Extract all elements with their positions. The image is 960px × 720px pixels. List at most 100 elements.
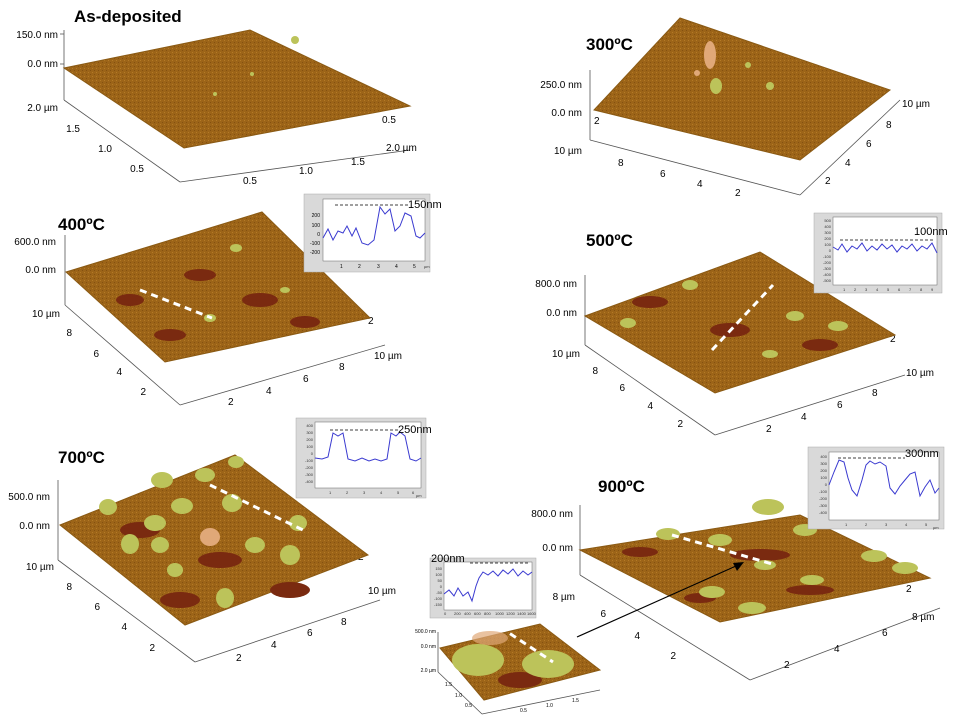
grain [800, 575, 824, 585]
panel-title: 300ºC [586, 35, 633, 54]
inset-x-tick: 2 [865, 522, 868, 527]
y-tick: 2 [149, 643, 155, 654]
inset-x-tick: 4 [905, 522, 908, 527]
inset-x-tick: 2 [854, 287, 857, 292]
inset-x-tick: 1 [845, 522, 848, 527]
grain [216, 588, 234, 608]
x-tick: 2.0 µm [386, 143, 417, 154]
dark-patch [802, 339, 838, 351]
grain [682, 280, 698, 290]
panel-as-deposited: As-deposited 150.0 nm 0.0 nm 2.0 µm 1.5 … [16, 7, 416, 187]
height-label: 150nm [408, 199, 442, 211]
dark-patch [198, 552, 242, 568]
profile-trace [322, 205, 426, 246]
inset-y-tick: 0 [311, 451, 314, 456]
inset-plot-area [322, 198, 426, 262]
grain [291, 36, 299, 44]
right-tick: 2 [368, 316, 374, 327]
x-tick: 6 [303, 374, 309, 385]
grain [144, 515, 166, 531]
x-tick: 4 [266, 386, 272, 397]
y-tick: 2 [735, 188, 741, 199]
height-label: 100nm [914, 226, 948, 238]
inset-y-tick: 200 [824, 236, 831, 241]
panel-title: As-deposited [74, 7, 182, 26]
y-tick: 2 [594, 116, 600, 127]
dark-patch [730, 549, 790, 561]
y-tick: 6 [94, 602, 100, 613]
zoom-profile-inset: 200nm 150 100 50 0 -50 -100 -150 0 200 4… [429, 553, 537, 619]
axes [60, 30, 411, 183]
inset-y-tick: 0 [829, 248, 832, 253]
inset-y-tick: 200 [820, 468, 827, 473]
inset-y-tick: 150 [435, 566, 442, 571]
y-tick: 4 [647, 401, 653, 412]
profile-trace [828, 459, 940, 498]
inset-x-tick: 400 [464, 611, 471, 616]
y-tick: 2 [677, 419, 683, 430]
z-tick: 800.0 nm [531, 509, 573, 520]
inset-y-tick: -400 [823, 272, 832, 277]
grain [200, 528, 220, 546]
panel-700c: 700ºC 500.0 nm 0.0 nm 10 µm 8 6 4 2 2 4 … [8, 417, 432, 664]
x-tick: 0.5 [243, 176, 257, 187]
inset-y-tick: -50 [436, 590, 443, 595]
inset-y-tick: -100 [819, 489, 828, 494]
grain [151, 537, 169, 553]
inset-y-tick: 100 [312, 223, 321, 229]
panel-400c: 400ºC 600.0 nm 0.0 nm 10 µm 8 6 4 2 2 4 … [14, 193, 442, 408]
inset-y-tick: 100 [824, 242, 831, 247]
grain [151, 472, 173, 488]
z-tick: 0.0 nm [25, 265, 56, 276]
x-tick: 8 [341, 617, 347, 628]
inset-y-tick: 100 [820, 475, 827, 480]
profile-inset: 300nm 400 300 200 100 0 -100 -200 -300 -… [807, 446, 945, 530]
y-tick: 1.0 [455, 693, 462, 699]
inset-plot-area [832, 216, 938, 286]
y-tick: 10 µm [552, 349, 580, 360]
zoom-arrow [576, 562, 744, 638]
inset-y-tick: -200 [819, 496, 828, 501]
inset-x-tick: 4 [395, 264, 398, 270]
panel-300c: 300ºC 250.0 nm 0.0 nm 2 10 µm 8 6 4 2 10… [540, 17, 930, 199]
inset-x-unit: µm [416, 493, 422, 498]
y-tick: 0.5 [465, 703, 472, 709]
grain [228, 456, 244, 468]
grain [171, 498, 193, 514]
height-label: 300nm [905, 448, 939, 460]
profile-line [139, 288, 213, 320]
inset-y-tick: -100 [434, 596, 443, 601]
inset-x-tick: 8 [920, 287, 923, 292]
profile-line [499, 625, 554, 664]
grain [708, 534, 732, 546]
x-tick: 1.5 [351, 157, 365, 168]
y-tick: 4 [116, 367, 122, 378]
inset-y-tick: 50 [438, 578, 443, 583]
y-tick: 8 [618, 158, 624, 169]
grain [452, 644, 504, 676]
inset-y-tick: -100 [305, 458, 314, 463]
y-tick: 2.0 µm [421, 668, 436, 674]
y-tick: 10 µm [26, 562, 54, 573]
y-tick: 8 µm [553, 592, 575, 603]
grain [280, 287, 290, 293]
inset-x-tick: 3 [865, 287, 868, 292]
inset-y-tick: 400 [306, 423, 313, 428]
inset-x-tick: 5 [887, 287, 890, 292]
inset-x-tick: 0 [444, 611, 447, 616]
grain-core [472, 631, 508, 645]
z-tick: 500.0 nm [8, 492, 50, 503]
y-tick: 8 [592, 366, 598, 377]
afm-surface [583, 251, 897, 394]
axes [589, 70, 901, 196]
inset-y-tick: -300 [305, 472, 314, 477]
x-tick: 8 [886, 120, 892, 131]
grain [230, 244, 242, 252]
inset-x-tick: 5 [925, 522, 928, 527]
y-tick: 10 µm [554, 146, 582, 157]
x-tick: 8 [872, 388, 878, 399]
inset-y-tick: 0 [440, 584, 443, 589]
profile-inset: 100nm 500 400 300 200 100 0 -100 -200 -3… [813, 212, 948, 294]
dark-patch [242, 293, 278, 307]
z-tick: 0.0 nm [546, 308, 577, 319]
